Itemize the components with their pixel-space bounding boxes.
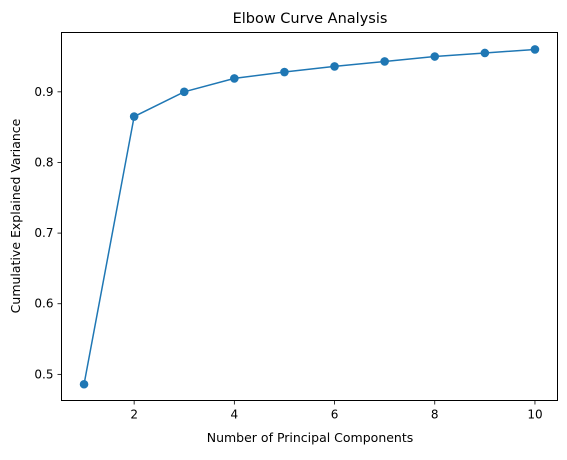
y-axis-ticks: 0.5 0.6 0.7 0.8 0.9 (34, 85, 62, 381)
data-point-marker (430, 52, 440, 61)
x-axis-ticks: 2 4 6 8 10 (130, 400, 543, 422)
data-point-marker (530, 45, 540, 54)
data-point-marker (230, 74, 239, 83)
y-tick-label: 0.7 (34, 226, 53, 240)
x-tick-label: 10 (527, 408, 542, 422)
data-point-marker (330, 62, 339, 71)
series-line (83, 48, 536, 385)
x-tick-label: 6 (331, 408, 339, 422)
data-point-marker (480, 48, 490, 58)
series-layer (79, 45, 540, 389)
plot-area-frame (61, 32, 558, 401)
x-tick-label: 2 (130, 408, 138, 422)
y-tick-label: 0.8 (34, 155, 53, 169)
data-point-marker (129, 112, 139, 121)
data-point-marker (179, 87, 189, 97)
y-axis-label: Cumulative Explained Variance (8, 118, 23, 313)
x-tick-label: 4 (231, 408, 239, 422)
y-tick-label: 0.5 (34, 367, 53, 381)
y-tick-label: 0.6 (34, 297, 53, 311)
data-point-marker (79, 379, 89, 389)
y-tick-label: 0.9 (34, 85, 53, 99)
x-tick-label: 8 (431, 408, 439, 422)
data-point-marker (280, 67, 289, 77)
data-point-marker (380, 57, 389, 66)
x-axis-label: Number of Principal Components (207, 430, 414, 445)
chart-title: Elbow Curve Analysis (233, 11, 388, 27)
